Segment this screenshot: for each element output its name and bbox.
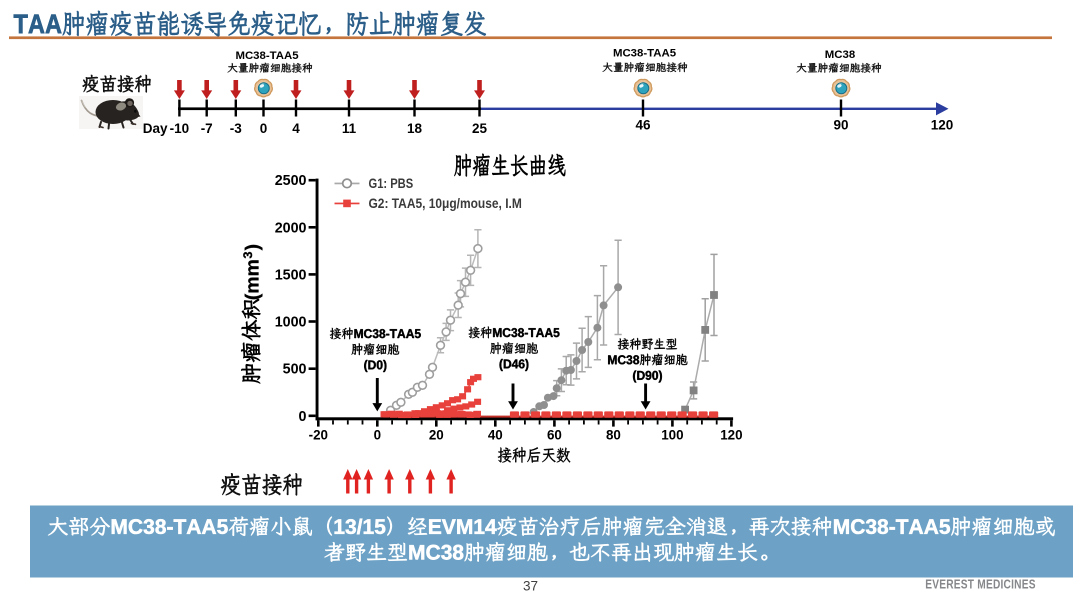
svg-text:-7: -7 — [201, 121, 213, 136]
svg-text:0: 0 — [260, 121, 268, 136]
svg-text:20: 20 — [429, 428, 444, 443]
svg-text:120: 120 — [720, 428, 742, 443]
svg-text:37: 37 — [523, 579, 538, 594]
svg-text:1000: 1000 — [275, 315, 307, 331]
svg-text:G2: TAA5, 10μg/mouse, I.M: G2: TAA5, 10μg/mouse, I.M — [369, 196, 522, 211]
svg-text:2500: 2500 — [275, 173, 307, 189]
svg-text:40: 40 — [488, 428, 503, 443]
svg-text:46: 46 — [635, 118, 651, 133]
svg-text:11: 11 — [342, 121, 357, 136]
svg-text:0: 0 — [374, 428, 381, 443]
svg-text:MC38: MC38 — [825, 49, 855, 61]
svg-text:Day: Day — [143, 121, 168, 136]
svg-text:100: 100 — [661, 428, 683, 443]
svg-text:G1: PBS: G1: PBS — [369, 176, 414, 191]
svg-text:80: 80 — [606, 428, 621, 443]
svg-text:1500: 1500 — [275, 267, 307, 283]
svg-text:2000: 2000 — [275, 220, 307, 236]
svg-text:0: 0 — [299, 409, 307, 425]
svg-text:EVEREST MEDICINES: EVEREST MEDICINES — [925, 577, 1036, 592]
svg-text:500: 500 — [283, 362, 307, 378]
svg-text:18: 18 — [407, 121, 423, 136]
svg-text:60: 60 — [547, 428, 562, 443]
svg-text:4: 4 — [292, 121, 300, 136]
svg-text:120: 120 — [931, 118, 954, 133]
svg-text:MC38-TAA5: MC38-TAA5 — [613, 48, 677, 60]
svg-text:25: 25 — [472, 121, 488, 136]
svg-text:MC38-TAA5: MC38-TAA5 — [235, 50, 299, 62]
svg-text:90: 90 — [833, 118, 848, 133]
svg-text:-20: -20 — [309, 428, 328, 443]
svg-text:-3: -3 — [230, 121, 242, 136]
svg-text:-10: -10 — [170, 121, 190, 136]
